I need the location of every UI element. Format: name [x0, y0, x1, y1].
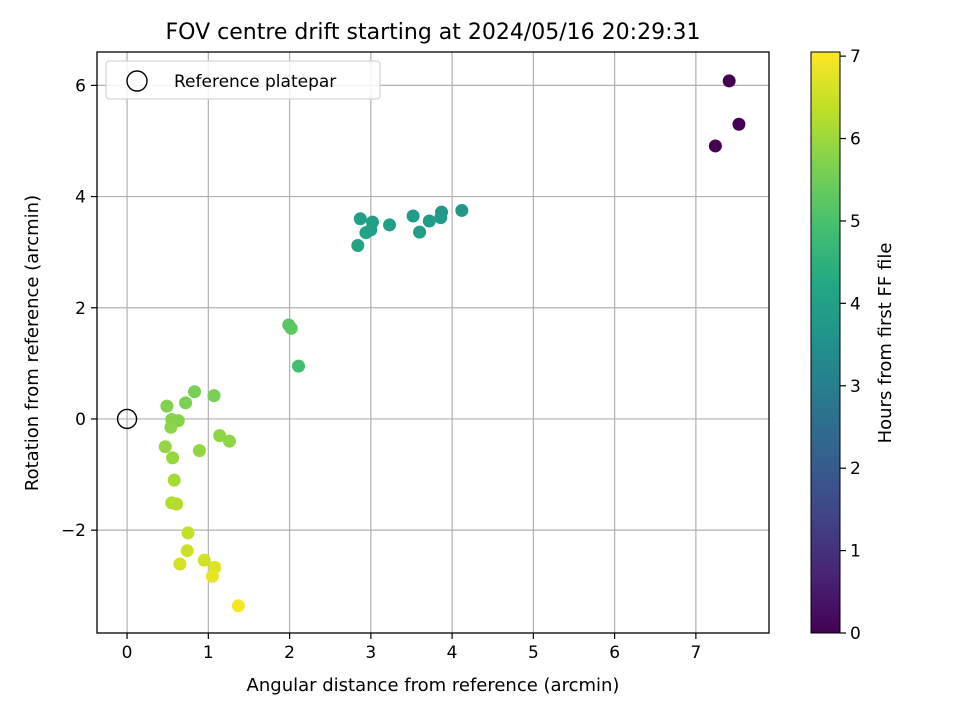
scatter-point [351, 238, 365, 252]
x-tick-label: 0 [122, 643, 133, 663]
scatter-point [164, 420, 178, 434]
scatter-point [353, 212, 367, 226]
scatter-point [413, 225, 427, 239]
x-tick-label: 5 [528, 643, 539, 663]
scatter-point [205, 569, 219, 583]
scatter-point [167, 473, 181, 487]
x-tick-label: 7 [690, 643, 701, 663]
scatter-point [434, 211, 448, 225]
scatter-point [732, 117, 746, 131]
scatter-point [207, 389, 221, 403]
scatter-point [722, 74, 736, 88]
scatter-point [180, 544, 194, 558]
colorbar-tick-label: 4 [850, 294, 861, 314]
colorbar-tick-label: 5 [850, 212, 861, 232]
scatter-point [188, 385, 202, 399]
colorbar-tick-label: 2 [850, 459, 861, 479]
y-tick-label: 6 [75, 76, 86, 96]
x-tick-label: 2 [284, 643, 295, 663]
colorbar-tick-label: 3 [850, 377, 861, 397]
y-tick-label: 2 [75, 299, 86, 319]
scatter-point [231, 599, 245, 613]
colorbar-tick-label: 7 [850, 47, 861, 67]
reference-point-marker [116, 408, 138, 430]
colorbar-gradient [810, 51, 841, 634]
scatter-point [166, 451, 180, 465]
scatter-point [406, 209, 420, 223]
y-tick-label: −2 [61, 521, 86, 541]
legend: Reference platepar [105, 60, 381, 100]
x-tick-label: 4 [447, 643, 458, 663]
x-axis-label: Angular distance from reference (arcmin) [247, 675, 620, 696]
scatter-point [383, 218, 397, 232]
x-tick-label: 6 [609, 643, 620, 663]
data-points [158, 74, 746, 613]
plot-frame [96, 51, 770, 634]
scatter-point [160, 399, 174, 413]
legend-label: Reference platepar [174, 72, 336, 92]
scatter-point [173, 557, 187, 571]
scatter-point [359, 226, 373, 240]
scatter-point [292, 359, 306, 373]
colorbar-ticks: 0 1 2 3 4 5 6 7 [840, 47, 861, 644]
scatter-point [213, 429, 227, 443]
colorbar-tick-label: 6 [850, 130, 861, 150]
scatter-point [222, 434, 236, 448]
scatter-point [179, 396, 193, 410]
scatter-point [170, 497, 184, 511]
y-tick-label: 0 [75, 410, 86, 430]
legend-box [105, 60, 381, 100]
x-tick-label: 3 [365, 643, 376, 663]
scatter-point [455, 203, 469, 217]
colorbar: 0 1 2 3 4 5 6 7 Hours from first FF file [810, 47, 896, 644]
scatter-point [181, 526, 195, 540]
colorbar-tick-label: 1 [850, 542, 861, 562]
scatter-point [158, 440, 172, 454]
x-tick-label: 1 [203, 643, 214, 663]
y-axis-ticks: −2 0 2 4 6 [61, 76, 97, 541]
grid-lines [97, 52, 769, 633]
colorbar-tick-label: 0 [850, 624, 861, 644]
chart-title: FOV centre drift starting at 2024/05/16 … [166, 20, 701, 45]
scatter-point [192, 444, 206, 458]
scatter-point [197, 553, 211, 567]
y-tick-label: 4 [75, 188, 86, 208]
scatter-point [422, 214, 436, 228]
scatter-point [284, 321, 298, 335]
legend-marker-open-circle [126, 70, 148, 92]
colorbar-label: Hours from first FF file [875, 243, 896, 444]
y-axis-label: Rotation from reference (arcmin) [22, 195, 43, 491]
x-axis-ticks: 0 1 2 3 4 5 6 7 [122, 633, 701, 663]
scatter-point [708, 139, 722, 153]
